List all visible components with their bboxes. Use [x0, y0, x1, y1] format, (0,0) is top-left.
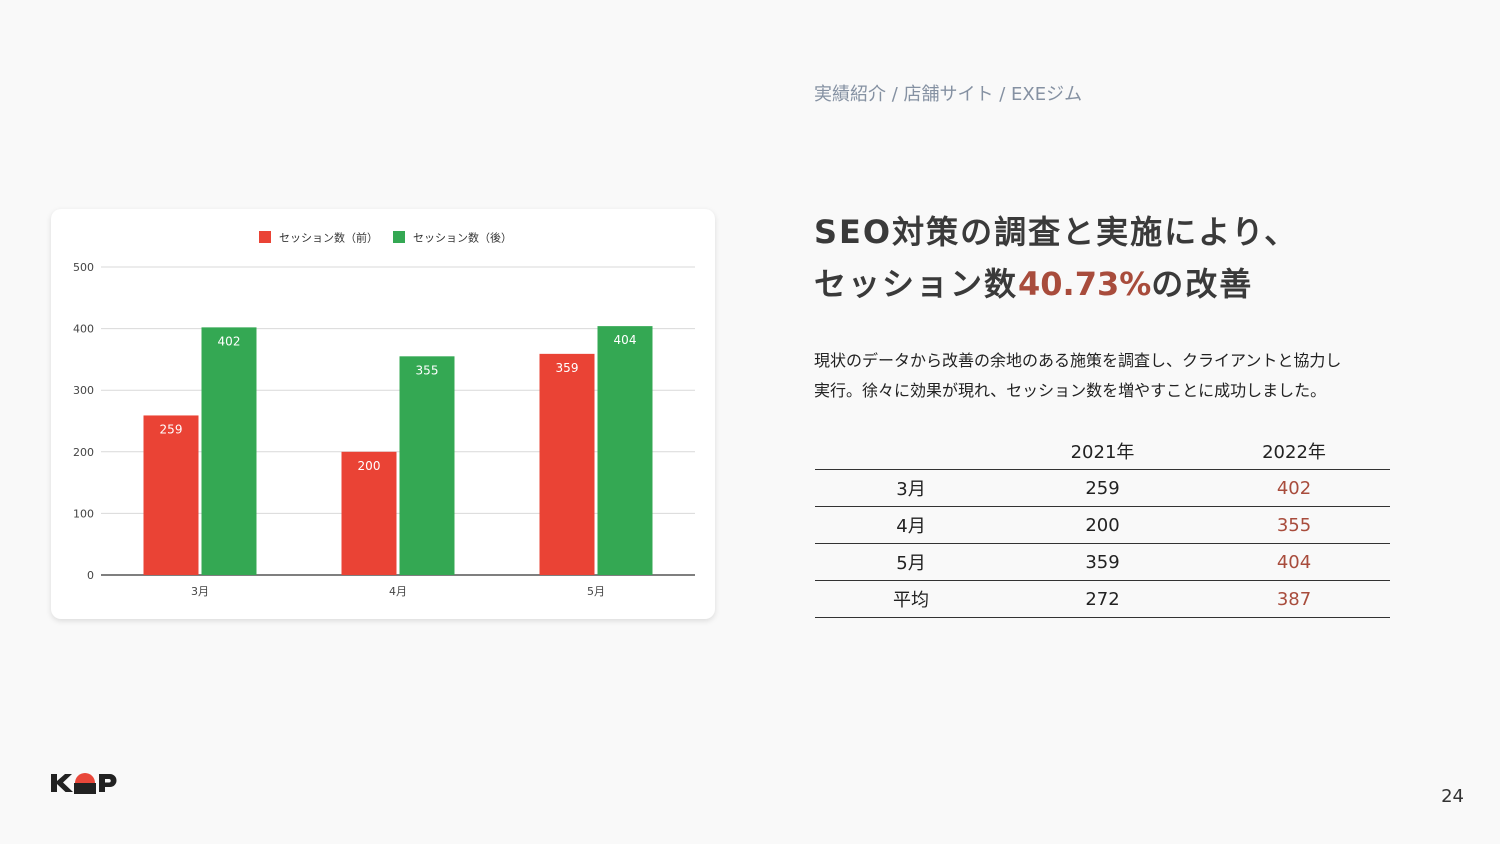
- table-row: 4月 200 355: [815, 506, 1390, 544]
- page-title-line2: セッション数40.73%の改善: [814, 258, 1454, 310]
- row-label: 3月: [815, 469, 1007, 507]
- data-label: 259: [160, 422, 183, 436]
- value-2022: 387: [1198, 580, 1390, 618]
- x-tick-label: 4月: [389, 585, 407, 598]
- x-tick-label: 5月: [587, 585, 605, 598]
- description-line1: 現状のデータから改善の余地のある施策を調査し、クライアントと協力し: [814, 351, 1342, 370]
- table-header-row: 2021年 2022年: [815, 433, 1390, 470]
- bar: [597, 326, 653, 575]
- kop-logo: [51, 772, 121, 798]
- table-header-2022: 2022年: [1198, 433, 1390, 470]
- x-tick-label: 3月: [191, 585, 209, 598]
- description-line2: 実行。徐々に効果が現れ、セッション数を増やすことに成功しました。: [814, 381, 1327, 400]
- data-label: 404: [614, 333, 637, 347]
- legend-label: セッション数（後）: [413, 231, 512, 245]
- bar: [143, 415, 199, 575]
- logo-mark: [51, 773, 117, 794]
- value-2022: 404: [1198, 543, 1390, 581]
- page-number: 24: [1441, 786, 1464, 807]
- data-label: 359: [556, 361, 579, 375]
- row-label: 4月: [815, 506, 1007, 544]
- breadcrumb: 実績紹介 / 店舗サイト / EXEジム: [814, 84, 1083, 105]
- y-tick-label: 200: [73, 446, 94, 459]
- description: 現状のデータから改善の余地のある施策を調査し、クライアントと協力し 実行。徐々に…: [814, 346, 1414, 406]
- data-label: 200: [358, 459, 381, 473]
- value-2021: 259: [1007, 469, 1198, 507]
- y-tick-label: 500: [73, 261, 94, 274]
- improvement-rate: 40.73%: [1018, 265, 1152, 303]
- row-label: 平均: [815, 580, 1007, 618]
- bar: [201, 327, 257, 575]
- table-header-empty: [815, 433, 1007, 470]
- table-row: 3月 259 402: [815, 469, 1390, 507]
- page-title-line2-pre: セッション数: [814, 265, 1019, 303]
- stats-table: 2021年 2022年 3月 259 402 4月 200 355 5月 359…: [815, 433, 1390, 618]
- value-2021: 359: [1007, 543, 1198, 581]
- bar-chart: 0 100 200 300 400 500 259 402 3月 200 355 4月 359 404 5月…: [73, 231, 695, 598]
- page-title-line1: SEO対策の調査と実施により、: [814, 213, 1299, 251]
- bar: [539, 353, 595, 575]
- table-row: 5月 359 404: [815, 543, 1390, 581]
- value-2022: 355: [1198, 506, 1390, 544]
- data-label: 402: [218, 334, 241, 348]
- chart-card: 0 100 200 300 400 500 259 402 3月 200 355 4月 359 404 5月…: [51, 209, 715, 619]
- row-label: 5月: [815, 543, 1007, 581]
- y-tick-label: 100: [73, 507, 94, 520]
- legend-label: セッション数（前）: [279, 231, 378, 245]
- y-tick-label: 300: [73, 384, 94, 397]
- table-header-2021: 2021年: [1007, 433, 1198, 470]
- bar: [341, 451, 397, 575]
- data-label: 355: [416, 363, 439, 377]
- value-2021: 200: [1007, 506, 1198, 544]
- legend-swatch: [393, 231, 405, 243]
- value-2021: 272: [1007, 580, 1198, 618]
- y-tick-label: 400: [73, 323, 94, 336]
- y-tick-label: 0: [87, 569, 94, 582]
- table-row: 平均 272 387: [815, 580, 1390, 618]
- value-2022: 402: [1198, 469, 1390, 507]
- page-title-line2-post: の改善: [1151, 265, 1254, 303]
- bar: [399, 356, 455, 575]
- legend-swatch: [259, 231, 271, 243]
- page-title: SEO対策の調査と実施により、 セッション数40.73%の改善: [814, 206, 1454, 310]
